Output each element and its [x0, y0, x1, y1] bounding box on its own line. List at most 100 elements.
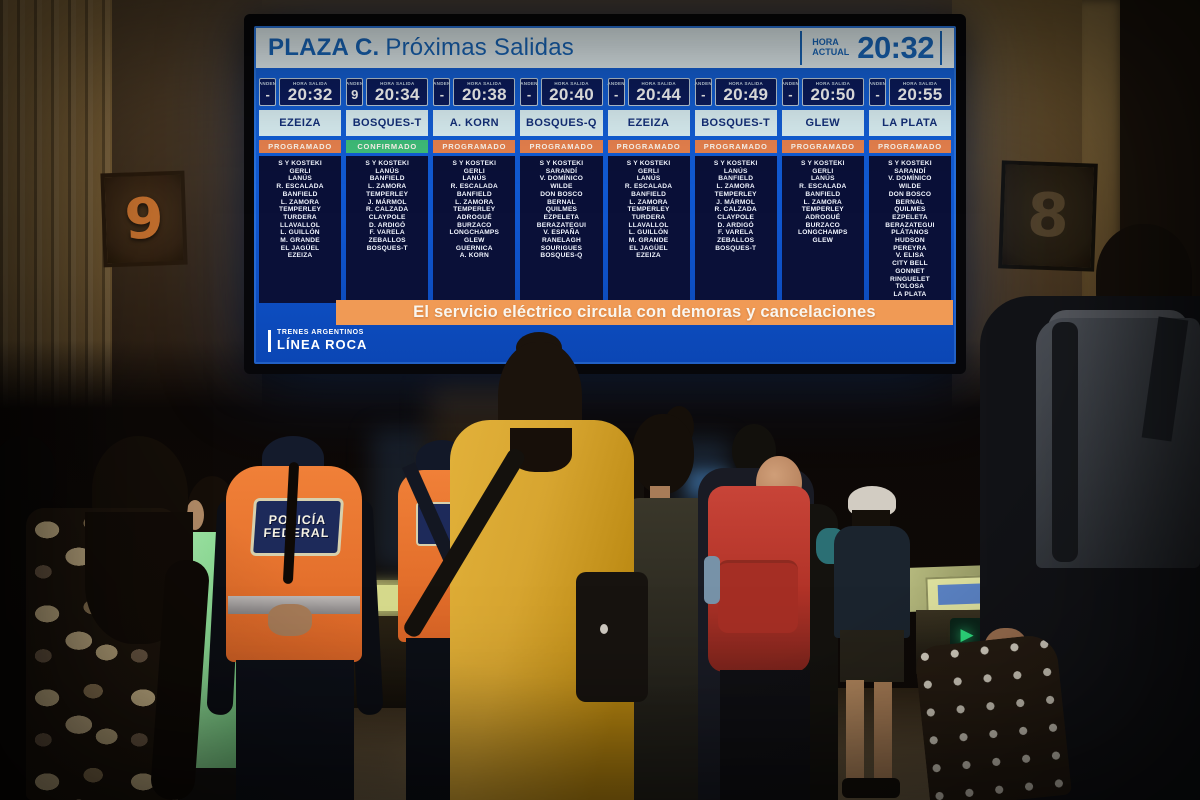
stop-item: TURDERA: [631, 213, 666, 221]
stop-item: S Y KOSTEKI: [452, 160, 497, 167]
departure-column: ANDEN - HORA SALIDA 20:40 BOSQUES-Q PROG…: [520, 78, 603, 303]
stop-item: GLEW: [464, 237, 485, 245]
stop-item: R. ESCALADA: [624, 183, 673, 191]
stop-item: F. VARELA: [369, 229, 405, 237]
status-badge: PROGRAMADO: [433, 140, 516, 153]
cap-person-shoes: [842, 778, 900, 798]
departure-time-box: HORA SALIDA 20:49: [714, 78, 777, 106]
departure-column-header: ANDEN - HORA SALIDA 20:40: [520, 78, 603, 106]
brand-text: TRENES ARGENTINOS LÍNEA ROCA: [277, 329, 367, 352]
departure-time-box: HORA SALIDA 20:34: [366, 78, 429, 106]
stop-item: BURZACO: [457, 221, 492, 229]
stop-item: TEMPERLEY: [366, 190, 409, 198]
stop-item: TOLOSA: [895, 283, 925, 291]
stop-item: WILDE: [550, 183, 573, 191]
stop-item: HUDSON: [895, 237, 925, 245]
stop-item: ZEBALLOS: [717, 237, 755, 245]
status-badge: PROGRAMADO: [868, 140, 951, 153]
cap-person-leg: [846, 680, 864, 780]
stop-item: L. ZAMORA: [803, 198, 843, 206]
stop-item: BURZACO: [805, 221, 840, 229]
stop-item: ADROGUÉ: [805, 213, 841, 221]
time-label: HORA SALIDA: [380, 81, 415, 86]
board-subtitle: Próximas Salidas: [385, 34, 574, 61]
platform-label: ANDEN: [520, 81, 538, 86]
platform-number-sign-8: 8: [998, 160, 1098, 272]
departure-column: ANDEN - HORA SALIDA 20:32 EZEIZA PROGRAM…: [258, 78, 342, 303]
ponytail-person-head: [632, 414, 694, 494]
platform-value: -: [613, 87, 619, 102]
departure-column: ANDEN - HORA SALIDA 20:55 LA PLATA PROGR…: [869, 78, 951, 303]
police-federal-patch: POLICÍA FEDERAL: [249, 498, 345, 556]
stop-item: CLAYPOLE: [368, 213, 406, 221]
departure-column-header: ANDEN - HORA SALIDA 20:50: [782, 78, 864, 106]
stop-item: GONNET: [895, 267, 925, 275]
time-value: 20:49: [723, 85, 769, 104]
clock-label-line1: HORA: [812, 37, 839, 48]
cap-person-jacket: [834, 526, 910, 638]
black-shoulder-bag: [576, 572, 648, 702]
departure-column-header: ANDEN - HORA SALIDA 20:49: [694, 78, 777, 106]
time-label: HORA SALIDA: [815, 81, 851, 86]
polka-dot-bag: [913, 633, 1073, 800]
stop-item: S Y KOSTEKI: [365, 160, 410, 167]
stop-item: J. MÁRMOL: [716, 198, 756, 206]
stop-item: V. DOMÍNICO: [888, 175, 932, 183]
stop-item: BANFIELD: [369, 175, 405, 183]
departure-time-box: HORA SALIDA 20:55: [889, 78, 951, 106]
stop-item: DON BOSCO: [540, 190, 583, 198]
stop-item: PLÁTANOS: [891, 229, 929, 237]
brand-line1: TRENES ARGENTINOS: [277, 329, 364, 336]
platform-box: ANDEN -: [694, 78, 712, 106]
stop-item: BANFIELD: [805, 190, 841, 198]
stop-item: LANÚS: [375, 167, 400, 175]
platform-label: ANDEN: [258, 81, 277, 86]
stop-item: LONGCHAMPS: [798, 229, 848, 237]
platform-value: -: [526, 87, 532, 102]
current-time: 20:32: [857, 30, 934, 65]
stop-item: CITY BELL: [892, 260, 928, 268]
patch-line2: FEDERAL: [263, 526, 331, 540]
platform-label: ANDEN: [868, 81, 887, 86]
stop-item: RANELAGH: [541, 237, 581, 245]
departure-column-header: ANDEN - HORA SALIDA 20:32: [258, 78, 342, 106]
stop-item: GERLI: [463, 167, 485, 175]
stop-item: L. GUILLÓN: [280, 229, 320, 237]
stop-item: QUILMES: [894, 206, 926, 214]
stop-item: TEMPERLEY: [279, 206, 322, 214]
stop-item: EL JAGÜEL: [280, 244, 320, 252]
stop-item: L. ZAMORA: [716, 183, 755, 191]
stop-item: LLAVALLOL: [280, 221, 321, 229]
stop-item: BANFIELD: [718, 175, 754, 183]
destination: BOSQUES-T: [346, 110, 429, 136]
stop-item: EZEIZA: [636, 252, 661, 260]
departure-column-header: ANDEN - HORA SALIDA 20:38: [433, 78, 516, 106]
departure-board: PLAZA C. Próximas Salidas HORA ACTUAL 20:…: [244, 14, 966, 374]
stop-item: WILDE: [898, 183, 922, 191]
patch-line1: POLICÍA: [268, 512, 327, 527]
stop-item: R. CALZADA: [714, 206, 757, 214]
stop-item: TEMPERLEY: [453, 206, 496, 214]
stop-item: LANÚS: [636, 175, 661, 183]
stop-item: A. KORN: [459, 252, 489, 260]
water-bottle: [704, 556, 720, 604]
status-badge: PROGRAMADO: [520, 140, 603, 153]
departure-columns: ANDEN - HORA SALIDA 20:32 EZEIZA PROGRAM…: [259, 78, 951, 303]
stop-item: GERLI: [289, 167, 311, 175]
platform-box: ANDEN 9: [346, 78, 364, 106]
departure-column: ANDEN - HORA SALIDA 20:44 EZEIZA PROGRAM…: [607, 78, 690, 303]
status-badge: PROGRAMADO: [259, 140, 342, 153]
time-label: HORA SALIDA: [728, 81, 763, 86]
time-label: HORA SALIDA: [902, 81, 938, 86]
stop-item: EZEIZA: [287, 252, 313, 260]
departure-column-header: ANDEN 9 HORA SALIDA 20:34: [346, 78, 429, 106]
time-value: 20:55: [897, 85, 943, 104]
time-label: HORA SALIDA: [292, 81, 328, 86]
departure-column: ANDEN - HORA SALIDA 20:50 GLEW PROGRAMAD…: [782, 78, 864, 303]
stop-item: V. ELISA: [895, 252, 925, 260]
stops-list: S Y KOSTEKI GERLI LANÚS R. ESCALADA BANFIELD…: [781, 156, 864, 303]
status-badge: PROGRAMADO: [607, 140, 690, 153]
stop-item: M. GRANDE: [628, 237, 669, 245]
cap-person-leg: [874, 682, 892, 782]
stop-item: LONGCHAMPS: [449, 229, 500, 237]
